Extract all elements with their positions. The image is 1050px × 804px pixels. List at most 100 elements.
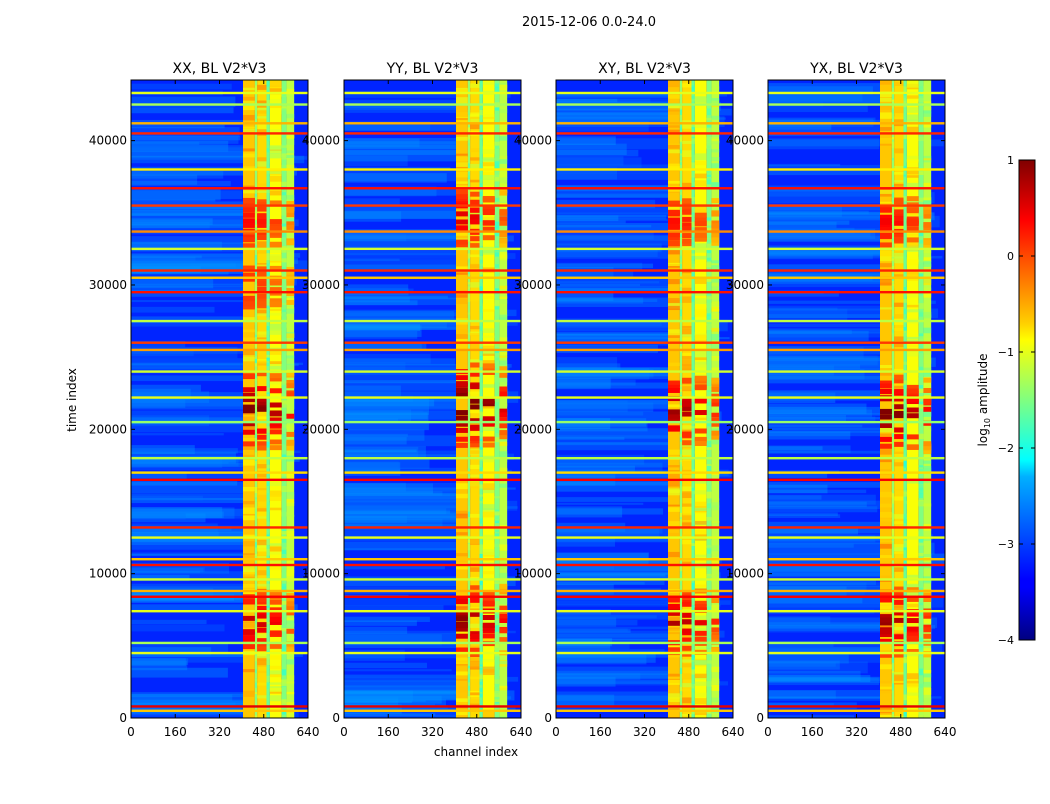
band-modulation	[706, 401, 712, 406]
band-modulation	[269, 88, 282, 95]
hotspot-cell	[682, 440, 692, 446]
band-modulation	[281, 107, 287, 115]
background-texture	[556, 600, 731, 605]
background-texture	[344, 530, 491, 541]
band-modulation	[257, 539, 267, 546]
y-tick-label: 40000	[726, 134, 764, 148]
band-modulation	[470, 295, 480, 302]
band-modulation	[281, 548, 287, 555]
band-modulation	[903, 326, 907, 331]
band-modulation	[269, 682, 282, 685]
rfi-line	[556, 341, 733, 344]
background-texture	[131, 358, 286, 369]
background-texture	[768, 506, 878, 513]
band-modulation	[894, 180, 904, 183]
band-modulation	[906, 114, 919, 122]
hotspot-cell	[456, 211, 468, 217]
background-texture	[768, 482, 923, 488]
background-texture	[344, 309, 517, 317]
rfi-line	[768, 420, 945, 424]
background-texture	[556, 234, 690, 241]
band-modulation	[470, 699, 480, 705]
rfi-line	[556, 420, 733, 424]
background-texture	[344, 515, 407, 524]
band-modulation	[269, 323, 282, 331]
band-modulation	[243, 589, 255, 596]
background-texture	[768, 526, 859, 535]
band-modulation	[482, 360, 495, 366]
band-modulation	[470, 481, 480, 489]
background-texture	[768, 103, 868, 113]
background-texture	[556, 677, 616, 687]
band-modulation	[691, 426, 695, 429]
rfi-line	[768, 641, 945, 645]
band-modulation	[880, 491, 892, 498]
band-modulation	[456, 153, 468, 156]
band-modulation	[691, 624, 695, 631]
band-modulation	[711, 182, 720, 187]
hotspot-cell	[906, 397, 919, 403]
band-modulation	[494, 669, 500, 677]
background-texture	[131, 570, 201, 574]
hotspot-cell	[668, 620, 680, 626]
hotspot-cell	[880, 383, 892, 389]
band-modulation	[691, 138, 695, 144]
background-texture	[556, 502, 644, 505]
band-modulation	[894, 715, 904, 718]
band-modulation	[880, 112, 892, 119]
band-modulation	[906, 683, 919, 688]
background-texture	[344, 342, 422, 350]
background-texture	[556, 572, 721, 580]
band-modulation	[254, 378, 258, 381]
band-modulation	[499, 226, 508, 229]
band-modulation	[706, 516, 712, 521]
band-modulation	[266, 658, 270, 665]
band-modulation	[923, 292, 932, 298]
band-modulation	[918, 642, 924, 648]
band-modulation	[286, 617, 295, 621]
rfi-line	[556, 526, 733, 529]
background-texture	[344, 318, 486, 330]
band-modulation	[286, 691, 295, 695]
rfi-line	[131, 471, 308, 474]
band-modulation	[706, 540, 712, 545]
background-texture	[768, 215, 940, 228]
background-texture	[556, 111, 717, 119]
hotspot-cell	[243, 234, 255, 240]
band-modulation	[266, 362, 270, 367]
background-texture	[344, 508, 447, 515]
band-modulation	[266, 357, 270, 361]
band-modulation	[243, 356, 255, 362]
band-modulation	[668, 111, 680, 115]
hotspot-cell	[456, 616, 468, 622]
band-modulation	[918, 366, 924, 373]
hotspot-cell	[257, 281, 267, 287]
hotspot-cell	[499, 390, 508, 396]
rfi-line	[344, 230, 521, 233]
band-modulation	[706, 546, 712, 551]
band-modulation	[706, 549, 712, 554]
band-modulation	[711, 439, 720, 445]
band-modulation	[281, 400, 287, 408]
hotspot-cell	[668, 603, 680, 609]
x-tick-label: 480	[677, 725, 700, 739]
band-modulation	[691, 683, 695, 691]
background-texture	[556, 368, 650, 380]
y-tick-label: 20000	[89, 422, 127, 436]
band-modulation	[694, 364, 707, 371]
hotspot-cell	[668, 223, 680, 229]
band-modulation	[281, 669, 287, 676]
background-texture	[556, 112, 673, 123]
band-modulation	[682, 697, 692, 704]
hotspot-cell	[894, 374, 904, 380]
background-texture	[768, 582, 906, 587]
band-modulation	[923, 278, 932, 286]
background-texture	[768, 83, 884, 94]
hotspot-cell	[269, 612, 282, 618]
background-texture	[344, 331, 418, 339]
band-modulation	[479, 326, 483, 332]
background-texture	[768, 654, 883, 663]
band-modulation	[456, 671, 468, 676]
band-modulation	[494, 264, 500, 268]
band-modulation	[254, 340, 258, 348]
